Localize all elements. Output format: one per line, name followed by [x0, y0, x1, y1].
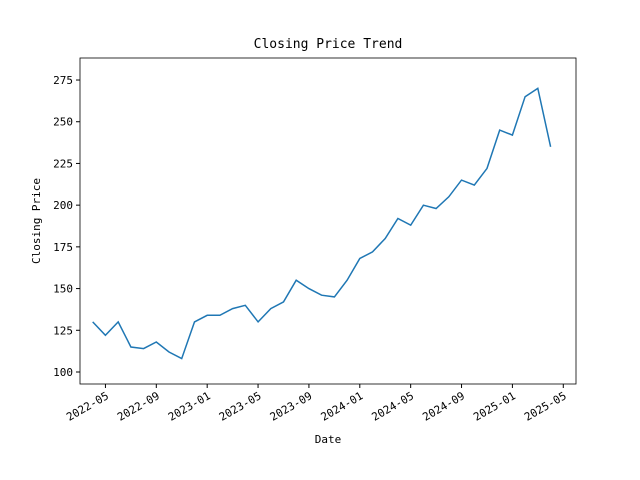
y-tick-label: 225: [53, 157, 73, 170]
y-tick-label: 125: [53, 324, 73, 337]
price-line: [92, 87, 552, 360]
y-tick-label: 175: [53, 241, 73, 254]
x-axis-label: Date: [315, 433, 342, 446]
chart-title: Closing Price Trend: [254, 37, 403, 52]
y-tick-label: 275: [53, 74, 73, 87]
y-tick-label: 200: [53, 199, 73, 212]
y-axis-label: Closing Price: [30, 178, 43, 264]
y-tick-label: 250: [53, 116, 73, 129]
y-tick-label: 150: [53, 283, 73, 296]
plot-frame: [79, 57, 577, 385]
y-tick-label: 100: [53, 366, 73, 379]
